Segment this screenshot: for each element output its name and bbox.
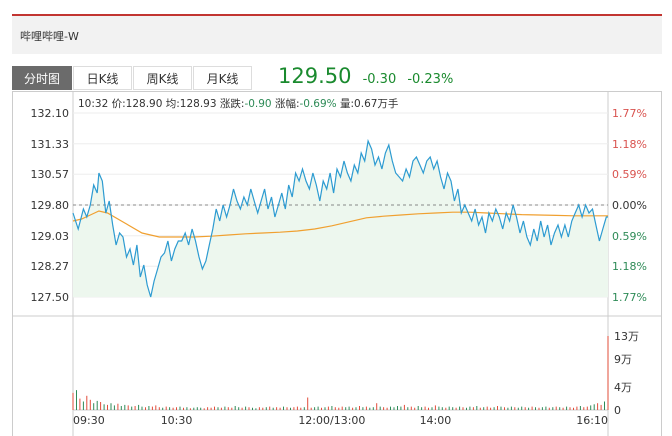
stock-name: 哔哩哔哩-W <box>20 30 79 43</box>
avg-price-line <box>72 210 608 238</box>
volume-tick-label: 0 <box>614 404 621 417</box>
info-pct: -0.69% <box>299 98 337 110</box>
info-price: 128.90 <box>125 98 163 110</box>
pct-tick-label: 1.77% <box>612 107 647 120</box>
info-chg: -0.90 <box>244 98 272 110</box>
tab-daily-k[interactable]: 日K线 <box>73 66 132 90</box>
y-tick-label: 132.10 <box>31 107 70 120</box>
pct-axis-labels: 1.77% 1.18% 0.59% 0.00% 0.59% 1.18% 1.77% <box>612 107 647 304</box>
info-vol: 0.67万手 <box>354 98 399 110</box>
x-axis-labels: 09:30 10:30 12:00/13:00 14:00 16:10 <box>73 414 608 427</box>
volume-tick-label: 9万 <box>614 353 632 366</box>
pct-tick-label: 1.77% <box>612 291 647 304</box>
info-pct-label: 涨幅: <box>274 98 300 110</box>
info-vol-label: 量: <box>340 98 355 110</box>
y-tick-label: 129.03 <box>31 230 70 243</box>
price-line <box>72 138 608 298</box>
x-tick-label: 12:00/13:00 <box>298 414 365 427</box>
quote: 129.50 -0.30 -0.23% <box>278 64 453 88</box>
x-tick-label: 09:30 <box>73 414 105 427</box>
y-tick-label: 130.57 <box>31 168 70 181</box>
chart-frame <box>12 91 662 436</box>
pct-tick-label: 1.18% <box>612 260 647 273</box>
y-tick-label: 131.33 <box>31 138 70 151</box>
y-tick-label: 128.27 <box>31 260 70 273</box>
x-tick-label: 10:30 <box>161 414 193 427</box>
pct-tick-label: 0.00% <box>612 199 647 212</box>
price-area <box>73 141 608 297</box>
stock-title-bar: 哔哩哔哩-W <box>12 14 662 54</box>
info-price-label: 价: <box>111 98 126 110</box>
info-avg-label: 均: <box>165 98 180 110</box>
volume-bars <box>72 336 609 410</box>
volume-tick-label: 13万 <box>614 330 639 343</box>
y-axis-labels: 132.10 131.33 130.57 129.80 129.03 128.27 127.… <box>31 107 70 304</box>
pct-tick-label: 0.59% <box>612 168 647 181</box>
y-tick-label: 127.50 <box>31 291 70 304</box>
y-tick-label: 129.80 <box>31 199 70 212</box>
pct-tick-label: 1.18% <box>612 138 647 151</box>
tab-monthly-k[interactable]: 月K线 <box>193 66 252 90</box>
tab-weekly-k[interactable]: 周K线 <box>133 66 192 90</box>
info-avg: 128.93 <box>179 98 217 110</box>
tab-intraday[interactable]: 分时图 <box>12 66 72 90</box>
pct-tick-label: 0.59% <box>612 230 647 243</box>
crosshair-info: 10:32 价:128.90 均:128.93 涨跌:-0.90 涨幅:-0.6… <box>78 96 398 111</box>
info-time: 10:32 <box>78 98 109 110</box>
x-tick-label: 14:00 <box>420 414 452 427</box>
current-price: 129.50 <box>278 64 352 88</box>
volume-axis-labels: 13万 9万 4万 0 <box>614 330 639 417</box>
volume-tick-label: 4万 <box>614 381 632 394</box>
x-tick-label: 16:10 <box>576 414 608 427</box>
price-change-pct: -0.23% <box>407 72 454 87</box>
price-change: -0.30 <box>362 72 397 87</box>
info-chg-label: 涨跌: <box>219 98 245 110</box>
